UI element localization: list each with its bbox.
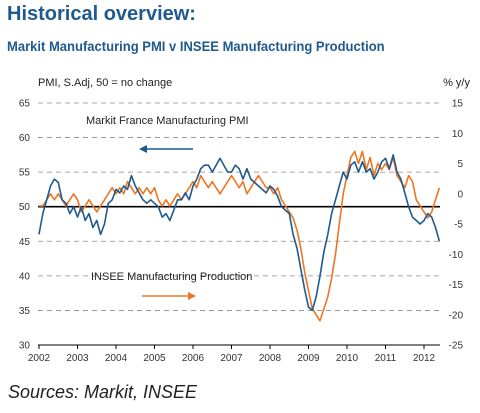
left-tick-label: 55 — [19, 168, 31, 179]
production-arrow-head — [188, 292, 196, 300]
x-tick-label: 2011 — [375, 353, 397, 364]
right-tick-label: 10 — [452, 129, 464, 140]
x-axis: 2002 2003 2004 2005 2006 2007 2008 2009 2010 2011… — [28, 344, 440, 364]
x-tick-label: 2006 — [182, 353, 205, 364]
grid — [38, 102, 440, 311]
right-axis: -25 -20 -15 -10 -5 0 5 10 15 — [449, 99, 464, 352]
pmi-annotation-label: Markit France Manufacturing PMI — [86, 115, 249, 127]
page-title: Historical overview: — [7, 3, 196, 25]
x-tick-label: 2005 — [143, 353, 166, 364]
right-tick-label: -5 — [454, 220, 463, 231]
x-tick-label: 2012 — [413, 353, 436, 364]
right-tick-label: -25 — [449, 341, 464, 352]
annotations: Markit France Manufacturing PMI INSEE Man… — [86, 115, 252, 300]
right-tick-label: -15 — [449, 280, 464, 291]
left-axis: 30 35 40 45 50 55 60 65 — [19, 99, 31, 352]
chart: PMI, S.Adj, 50 = no change % y/y 30 35 40 4… — [19, 77, 471, 364]
left-axis-label: PMI, S.Adj, 50 = no change — [38, 77, 172, 89]
pmi-arrow-head — [139, 145, 147, 153]
pmi-series-line — [38, 154, 441, 312]
left-tick-label: 45 — [19, 237, 31, 248]
right-tick-label: -20 — [449, 310, 464, 321]
right-tick-label: -10 — [449, 250, 464, 261]
left-tick-label: 35 — [19, 306, 31, 317]
production-series-line — [39, 150, 441, 322]
sources-note: Sources: Markit, INSEE — [8, 382, 198, 402]
x-tick-label: 2004 — [105, 353, 128, 364]
x-tick-label: 2003 — [66, 353, 89, 364]
right-axis-label: % y/y — [443, 77, 470, 89]
left-tick-label: 40 — [19, 271, 31, 282]
x-tick-label: 2002 — [28, 353, 51, 364]
right-tick-label: 15 — [452, 99, 464, 110]
right-tick-label: 0 — [457, 189, 463, 200]
production-annotation-label: INSEE Manufacturing Production — [91, 271, 252, 283]
right-tick-label: 5 — [457, 159, 463, 170]
x-tick-label: 2010 — [336, 353, 359, 364]
left-tick-label: 60 — [19, 133, 31, 144]
series-group — [38, 150, 441, 322]
left-tick-label: 65 — [19, 99, 31, 110]
x-tick-label: 2007 — [220, 353, 243, 364]
x-tick-label: 2009 — [297, 353, 320, 364]
chart-subtitle: Markit Manufacturing PMI v INSEE Manufac… — [7, 38, 385, 54]
left-tick-label: 30 — [19, 341, 31, 352]
left-tick-label: 50 — [19, 202, 31, 213]
x-tick-label: 2008 — [259, 353, 282, 364]
